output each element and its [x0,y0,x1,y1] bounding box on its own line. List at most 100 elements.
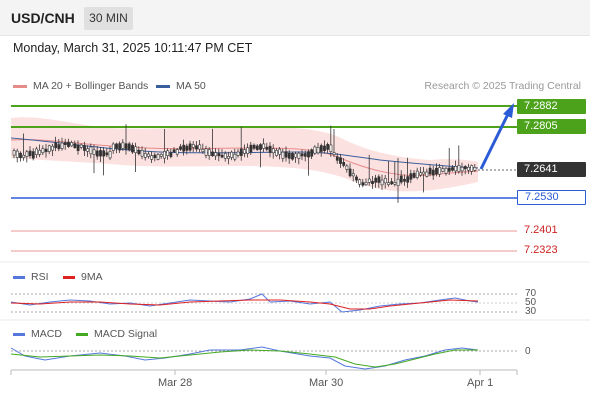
candle-body [35,148,38,155]
currency-pair-title: USD/CNH [11,10,75,26]
candle-body [294,153,298,158]
rsi-ma-swatch [63,275,75,279]
candle-body [403,178,406,182]
candle-body [41,148,45,154]
candle-body [147,153,150,157]
candle-body [143,153,147,158]
candle-body [371,181,374,185]
rsi-ma-label: 9MA [81,271,103,283]
candle-body [31,151,35,159]
candle-body [118,143,122,151]
candle-body [326,144,330,150]
candle-body [19,152,22,158]
candle-body [99,150,102,157]
candle-body [227,156,230,159]
bollinger-label: MA 20 + Bollinger Bands [33,80,149,92]
resistance-1-label: 7.2805 [517,119,586,134]
candle-body [172,149,176,153]
candle-body [281,151,285,159]
candle-body [217,153,221,157]
candle-body [60,142,64,149]
candle-body [473,167,477,171]
candle-body [419,172,422,176]
candle-body [428,167,432,175]
support-2-label: 7.2401 [524,224,558,236]
candle-body [451,167,454,171]
candle-body [355,176,358,181]
candle-body [15,150,19,158]
candle-body [259,144,262,150]
candle-body [47,145,51,152]
resistance-2-label: 7.2882 [517,99,586,114]
candle-body [358,179,362,185]
candle-body [249,144,253,153]
candle-body [332,152,336,155]
candle-body [335,156,339,161]
macd-signal-swatch [76,332,88,336]
candle-body [54,142,58,149]
candle-body [435,167,438,175]
candle-body [92,149,96,155]
candle-body [201,148,205,152]
candle-body [44,148,48,153]
candle-body [131,144,134,153]
ma50-label: MA 50 [176,80,206,92]
rsi-legend: RSI [13,271,49,283]
candle-body [387,182,390,185]
candle-body [188,143,192,151]
support-3-label: 7.2323 [524,244,558,256]
candle-body [396,178,400,187]
candle-body [438,167,442,175]
candle-body [175,149,179,155]
candle-body [223,153,227,159]
candle-body [441,168,445,172]
candle-body [271,148,275,154]
candle-body [51,145,54,151]
candle-body [329,144,333,152]
candle-body [115,143,118,149]
candle-body [153,154,157,159]
candle-body [124,143,128,150]
candle-body [198,144,202,150]
candle-body [207,149,211,156]
candle-body [111,143,115,151]
candle-body [195,145,198,150]
candle-body [140,150,144,157]
candle-body [166,150,170,156]
candle-body [454,166,458,172]
macd-label: MACD [31,328,62,340]
rsi-level-30-label: 30 [525,306,537,317]
candle-body [252,144,256,149]
candle-body [313,146,317,154]
candle-body [156,154,160,160]
candle-body [409,173,413,180]
candle-body [460,166,464,172]
candle-body [287,152,291,159]
candle-body [211,151,214,157]
candle-body [38,149,42,155]
candle-body [275,150,278,156]
candle-body [22,154,26,158]
candle-body [239,148,243,156]
timestamp: Monday, March 31, 2025 10:11:47 PM CET [13,41,253,55]
candle-body [268,145,272,153]
candle-body [150,155,154,160]
candle-body [364,182,368,186]
candle-body [319,145,323,152]
candle-body [230,151,234,158]
candle-body [70,142,74,147]
candle-body [79,144,83,148]
candle-body [463,166,467,170]
candle-body [291,153,294,160]
candle-body [447,167,451,172]
ma50-swatch [156,84,170,88]
candle-body [63,142,67,145]
candle-body [25,151,29,157]
timeframe-button[interactable]: 30 MIN [84,7,133,30]
candle-body [422,171,426,175]
rsi-ma-line [10,299,479,310]
candle-body [86,148,90,152]
rsi-level-50-label: 50 [525,297,537,308]
candle-body [57,144,61,150]
